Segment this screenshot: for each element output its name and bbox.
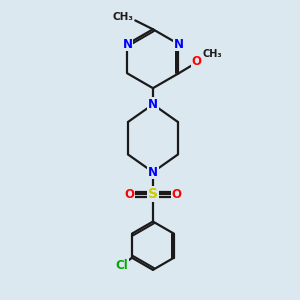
- Text: O: O: [124, 188, 134, 201]
- Text: N: N: [173, 38, 183, 50]
- Text: CH₃: CH₃: [112, 13, 134, 22]
- Text: N: N: [148, 166, 158, 178]
- Text: N: N: [122, 38, 132, 50]
- Text: O: O: [172, 188, 182, 201]
- Text: N: N: [148, 98, 158, 111]
- Text: CH₃: CH₃: [203, 49, 222, 59]
- Text: O: O: [192, 55, 202, 68]
- Text: Cl: Cl: [116, 259, 128, 272]
- Text: S: S: [148, 187, 158, 201]
